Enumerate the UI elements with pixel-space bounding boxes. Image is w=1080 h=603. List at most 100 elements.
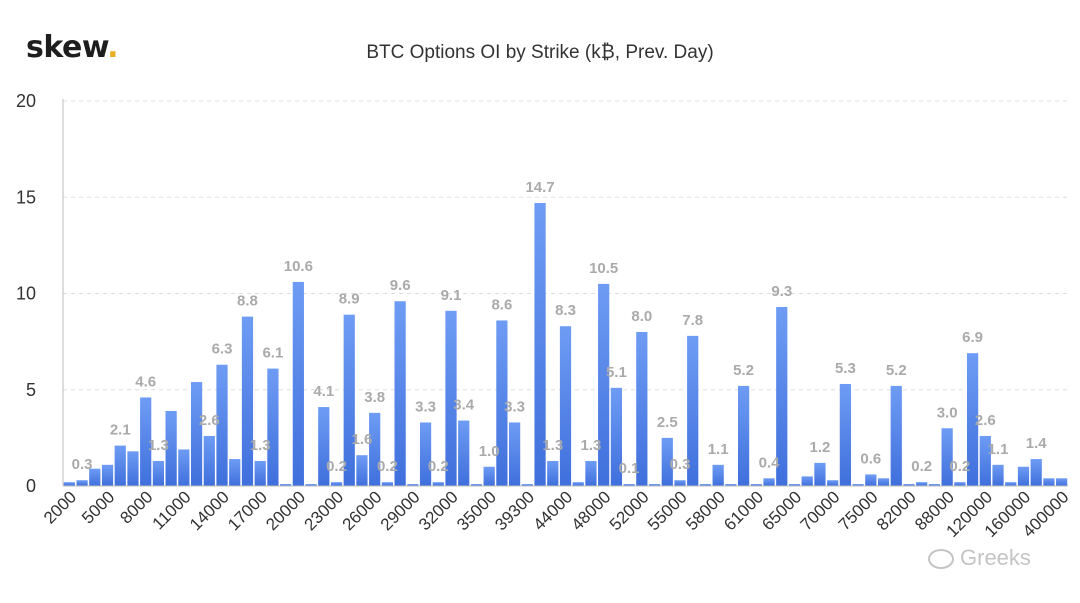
x-tick-label: 58000 [682,487,729,534]
bar [890,385,902,486]
bar [712,464,724,486]
bar [979,435,991,486]
x-tick-label: 52000 [606,487,653,534]
data-label: 1.2 [810,439,831,456]
logo-text: skew [26,30,108,65]
y-tick-label: 15 [16,187,36,207]
bar [852,484,864,486]
bar [178,449,190,486]
bar [190,382,203,486]
bar [598,283,610,486]
bar [1030,459,1042,486]
bar [827,480,839,486]
bar [699,484,712,486]
data-label: 3.8 [364,389,385,406]
bar [280,484,292,486]
data-label: 4.6 [135,373,156,390]
bar [623,484,635,486]
data-label: 2.1 [110,422,131,439]
data-label: 0.2 [377,458,398,475]
bar [877,478,890,486]
bar [661,437,673,486]
x-tick-label: 26000 [339,487,386,534]
x-tick-label: 65000 [758,487,805,534]
data-label: 1.3 [250,437,271,454]
bar [470,484,483,486]
data-label: 6.3 [212,341,233,358]
data-label: 4.1 [313,383,334,400]
bar [737,385,750,486]
chart-title: BTC Options OI by Strike (k₿, Prev. Day) [366,42,714,63]
wechat-icon [928,549,954,570]
bar [458,420,470,486]
x-tick-label: 61000 [720,487,767,534]
data-label: 8.0 [631,308,652,325]
data-label: 0.6 [860,450,881,467]
bar [152,460,165,486]
data-label: 1.1 [708,441,729,458]
data-labels: 0.3 2.1 4.6 1.3 2.6 6.3 8.8 1.3 6.1 10.6 4.1 0.2 8.9… [72,179,1048,477]
data-label: 6.9 [962,329,983,346]
x-tick-label: 35000 [453,487,500,534]
bar [776,306,788,486]
data-label: 5.2 [733,362,754,379]
data-label: 9.6 [390,277,411,294]
bar [966,353,979,486]
bar [534,203,546,486]
data-label: 8.6 [491,296,512,313]
y-tick-label: 5 [26,380,36,400]
x-tick-label: 23000 [300,487,347,534]
bar [343,314,355,486]
data-label: 1.3 [148,437,169,454]
data-label: 9.3 [771,283,792,300]
data-label: 5.2 [886,362,907,379]
skew-logo: skew. [26,30,119,65]
data-label: 6.1 [262,345,283,362]
data-label: 14.7 [525,179,554,196]
bar [674,480,686,486]
bar [89,468,101,486]
data-label: 0.4 [759,454,781,471]
data-label: 8.3 [555,302,576,319]
bar [432,482,444,486]
data-label: 3.0 [937,404,958,421]
y-tick-label: 0 [26,476,36,496]
data-label: 0.3 [72,456,93,473]
bar [381,482,394,486]
x-tick-label: 39300 [491,487,538,534]
x-tick-label: 2000 [40,487,80,527]
x-tick-label: 75000 [835,487,882,534]
bar [127,451,139,486]
x-tick-label: 32000 [415,487,462,534]
data-label: 3.3 [415,398,436,415]
bar [801,476,813,486]
bar [585,460,597,486]
x-tick-label: 14000 [186,487,233,534]
data-label: 3.4 [453,397,475,414]
bar [839,383,851,486]
data-label: 5.1 [606,364,627,381]
bar [941,428,953,486]
bar [369,412,381,486]
bar [356,455,368,486]
bar [865,474,877,486]
x-tick-label: 17000 [224,487,271,534]
bar [788,484,801,486]
bar [63,482,75,486]
bar [610,387,622,486]
x-tick-label: 20000 [262,487,309,534]
bar [750,484,762,486]
data-label: 8.9 [339,291,360,308]
bar [114,445,126,486]
bar [763,478,775,486]
data-label: 1.0 [479,443,500,460]
bar [241,316,254,486]
bar [101,464,114,486]
x-tick-label: 29000 [377,487,424,534]
data-label: 1.4 [1026,435,1048,452]
data-label: 0.3 [670,456,691,473]
data-label: 8.8 [237,293,258,310]
data-label: 10.5 [589,260,618,277]
bar [559,326,572,486]
bar [903,484,915,486]
